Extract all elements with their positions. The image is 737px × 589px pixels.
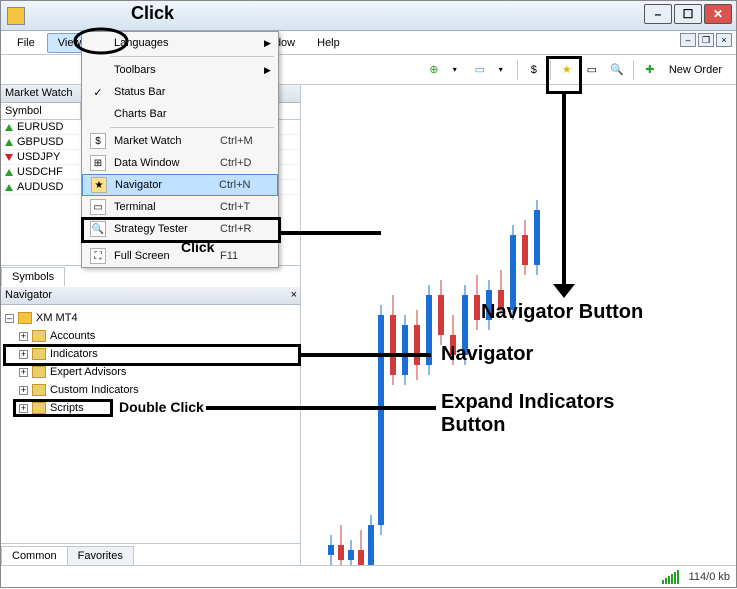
expand-icon[interactable]: – bbox=[5, 314, 14, 323]
navigator-title: Navigator bbox=[5, 289, 52, 301]
view-charts-bar[interactable]: Charts Bar bbox=[82, 103, 278, 125]
col-symbol[interactable]: Symbol bbox=[1, 103, 81, 119]
navigator-tree: – XM MT4 + Accounts + Indicators + Expert Adv… bbox=[1, 305, 300, 421]
candlestick-chart bbox=[301, 85, 737, 565]
expand-icon[interactable]: + bbox=[19, 386, 28, 395]
window-maximize-button[interactable]: ☐ bbox=[674, 4, 702, 24]
terminal-icon: ▭ bbox=[587, 63, 597, 76]
profiles-dropdown[interactable]: ▾ bbox=[489, 58, 513, 82]
app-icon bbox=[7, 7, 25, 25]
tree-item-accounts[interactable]: + Accounts bbox=[19, 327, 296, 345]
mdi-restore-button[interactable]: ❐ bbox=[698, 33, 714, 47]
new-order-icon: ✚ bbox=[645, 63, 654, 76]
view-toolbars[interactable]: Toolbars▶ bbox=[82, 59, 278, 81]
mdi-close-button[interactable]: × bbox=[716, 33, 732, 47]
view-full-screen[interactable]: ⛶Full ScreenF11 bbox=[82, 245, 278, 267]
new-chart-dropdown[interactable]: ▾ bbox=[443, 58, 467, 82]
tree-item-indicators[interactable]: + Indicators bbox=[19, 345, 296, 363]
folder-icon bbox=[32, 330, 46, 342]
new-order-label[interactable]: New Order bbox=[663, 64, 728, 76]
fullscreen-icon: ⛶ bbox=[90, 248, 106, 264]
status-kb: 114/0 kb bbox=[689, 571, 730, 583]
tree-item-label: Accounts bbox=[50, 328, 95, 344]
navigator-icon: ★ bbox=[91, 177, 107, 193]
titlebar: – ☐ ✕ bbox=[1, 1, 736, 31]
symbol-label: GBPUSD bbox=[17, 136, 63, 148]
folder-icon bbox=[32, 402, 46, 414]
expand-icon[interactable]: + bbox=[19, 404, 28, 413]
strategy-tool-button[interactable]: 🔍 bbox=[605, 58, 629, 82]
arrow-down-icon bbox=[5, 154, 13, 161]
menubar: File View Insert Charts Tools Window Hel… bbox=[1, 31, 736, 55]
tree-item-label: Expert Advisors bbox=[50, 364, 126, 380]
arrow-up-icon bbox=[5, 139, 13, 146]
mdi-minimize-button[interactable]: – bbox=[680, 33, 696, 47]
view-dropdown: Languages▶ Toolbars▶ ✓Status Bar Charts … bbox=[81, 31, 279, 268]
data-window-icon: ⊞ bbox=[90, 155, 106, 171]
market-watch-icon: $ bbox=[90, 133, 106, 149]
status-bar: 114/0 kb bbox=[1, 565, 736, 587]
navigator-star-icon: ★ bbox=[562, 63, 572, 76]
tree-item-label: Custom Indicators bbox=[50, 382, 139, 398]
arrow-up-icon bbox=[5, 124, 13, 131]
folder-icon bbox=[32, 366, 46, 378]
view-status-bar[interactable]: ✓Status Bar bbox=[82, 81, 278, 103]
view-languages[interactable]: Languages▶ bbox=[82, 32, 278, 54]
view-market-watch[interactable]: $Market WatchCtrl+M bbox=[82, 130, 278, 152]
navigator-header: Navigator × bbox=[1, 287, 300, 305]
tree-item-expert-advisors[interactable]: + Expert Advisors bbox=[19, 363, 296, 381]
navigator-close-button[interactable]: × bbox=[291, 289, 297, 301]
folder-icon bbox=[18, 312, 32, 324]
terminal-icon: ▭ bbox=[90, 199, 106, 215]
market-watch-tool-button[interactable]: $ bbox=[522, 58, 546, 82]
folder-icon bbox=[32, 384, 46, 396]
symbol-label: AUDUSD bbox=[17, 181, 63, 193]
menu-help[interactable]: Help bbox=[307, 34, 350, 52]
terminal-tool-button[interactable]: ▭ bbox=[580, 58, 604, 82]
window-minimize-button[interactable]: – bbox=[644, 4, 672, 24]
chart-area[interactable] bbox=[301, 85, 736, 565]
view-terminal[interactable]: ▭TerminalCtrl+T bbox=[82, 196, 278, 218]
tree-item-label: Indicators bbox=[50, 346, 98, 362]
expand-icon[interactable]: + bbox=[19, 350, 28, 359]
market-watch-icon: $ bbox=[531, 64, 537, 76]
plus-icon: ⊕ bbox=[429, 63, 438, 76]
folder-icon: ▭ bbox=[475, 63, 485, 76]
view-strategy-tester[interactable]: 🔍Strategy TesterCtrl+R bbox=[82, 218, 278, 240]
tree-root[interactable]: – XM MT4 bbox=[5, 309, 296, 327]
symbol-label: EURUSD bbox=[17, 121, 63, 133]
strategy-icon: 🔍 bbox=[610, 63, 624, 76]
tree-item-label: Scripts bbox=[50, 400, 84, 416]
tab-favorites[interactable]: Favorites bbox=[67, 546, 134, 565]
arrow-up-icon bbox=[5, 184, 13, 191]
tree-item-scripts[interactable]: + Scripts bbox=[19, 399, 296, 417]
expand-icon[interactable]: + bbox=[19, 332, 28, 341]
strategy-icon: 🔍 bbox=[90, 221, 106, 237]
arrow-up-icon bbox=[5, 169, 13, 176]
symbol-label: USDJPY bbox=[17, 151, 60, 163]
view-navigator[interactable]: ★NavigatorCtrl+N bbox=[82, 174, 278, 196]
symbol-label: USDCHF bbox=[17, 166, 63, 178]
menu-separator bbox=[110, 56, 274, 57]
window-close-button[interactable]: ✕ bbox=[704, 4, 732, 24]
tree-item-custom-indicators[interactable]: + Custom Indicators bbox=[19, 381, 296, 399]
connection-bars-icon bbox=[662, 570, 679, 584]
expand-icon[interactable]: + bbox=[19, 368, 28, 377]
menu-file[interactable]: File bbox=[7, 34, 45, 52]
tree-root-label: XM MT4 bbox=[36, 310, 78, 326]
menu-separator bbox=[110, 127, 274, 128]
tab-common[interactable]: Common bbox=[1, 546, 68, 565]
menu-separator bbox=[110, 242, 274, 243]
navigator-tool-button[interactable]: ★ bbox=[555, 58, 579, 82]
tab-symbols[interactable]: Symbols bbox=[1, 267, 65, 286]
view-data-window[interactable]: ⊞Data WindowCtrl+D bbox=[82, 152, 278, 174]
folder-icon bbox=[32, 348, 46, 360]
market-watch-title: Market Watch bbox=[5, 87, 72, 99]
new-order-button[interactable]: ✚ bbox=[638, 58, 662, 82]
